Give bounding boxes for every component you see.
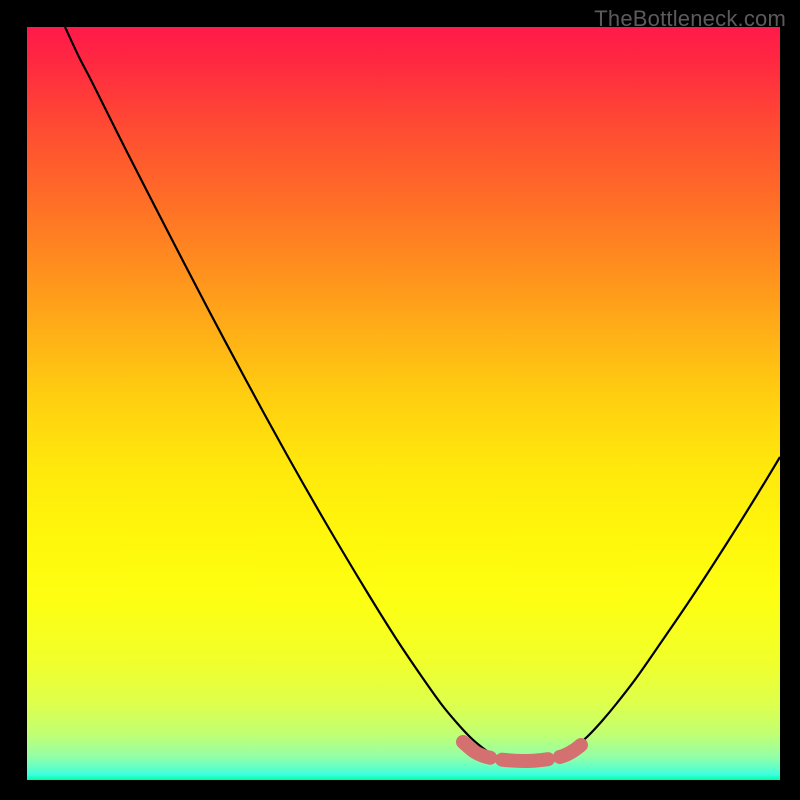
bottleneck-curve — [65, 27, 780, 759]
optimal-range-marker — [463, 742, 581, 761]
curve-layer — [27, 27, 780, 780]
plot-area — [27, 27, 780, 780]
watermark-text: TheBottleneck.com — [594, 6, 786, 32]
chart-container: TheBottleneck.com — [0, 0, 800, 800]
